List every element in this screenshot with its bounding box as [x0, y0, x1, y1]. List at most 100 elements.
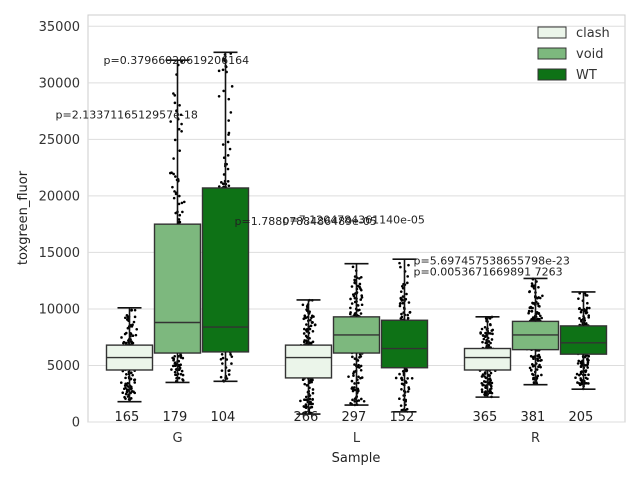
data-point [536, 374, 540, 378]
data-point [356, 309, 360, 312]
data-point [229, 111, 233, 114]
data-point [350, 285, 354, 288]
data-point [579, 377, 582, 380]
data-point [360, 376, 364, 379]
data-point [179, 354, 183, 357]
data-point [400, 315, 404, 319]
data-point [132, 320, 136, 324]
data-point [535, 368, 539, 371]
data-point [479, 331, 482, 334]
data-point [308, 380, 312, 384]
data-point [489, 323, 492, 327]
data-point [301, 378, 305, 381]
data-point [173, 138, 177, 142]
data-point [483, 393, 487, 397]
data-point [532, 373, 535, 377]
data-point [122, 340, 126, 344]
box [284, 344, 333, 379]
data-point [357, 381, 360, 385]
data-point [359, 355, 363, 358]
data-point [579, 310, 583, 314]
data-point [483, 375, 486, 378]
legend-swatch [537, 26, 567, 39]
data-point [481, 383, 485, 387]
data-point [304, 405, 308, 408]
data-point [220, 352, 224, 356]
data-point [530, 284, 534, 288]
p-value-annotations: p=0.37966020619206164 p=2.1337116512957e-… [56, 54, 570, 278]
data-point [219, 375, 223, 379]
data-point [310, 320, 314, 324]
data-point [173, 94, 177, 97]
data-point [400, 285, 404, 288]
p-value-annotation: p=1.7880788486489e-05 [235, 215, 377, 228]
data-point [400, 387, 403, 391]
data-point [169, 120, 172, 123]
data-point [351, 386, 354, 389]
y-axis-label: toxgreen_fluor [16, 170, 31, 265]
data-point [304, 334, 308, 338]
data-point [356, 388, 360, 391]
data-point [303, 339, 306, 342]
data-point [538, 314, 542, 318]
data-point [227, 131, 231, 135]
data-point [488, 317, 492, 320]
data-point [539, 365, 542, 369]
data-point [308, 327, 312, 331]
data-point [353, 386, 356, 389]
data-point [577, 307, 581, 311]
data-point [489, 341, 492, 345]
data-point [305, 308, 308, 311]
data-point [349, 297, 352, 301]
data-point [358, 353, 362, 356]
data-point [399, 265, 402, 269]
data-point [586, 301, 589, 305]
data-point [353, 363, 356, 366]
data-point [173, 190, 176, 193]
data-point [528, 366, 532, 370]
data-point [125, 313, 129, 317]
data-point [302, 332, 306, 335]
data-point [130, 371, 133, 375]
data-point [480, 388, 484, 391]
data-point [358, 366, 361, 369]
data-point [125, 390, 129, 393]
box-elements [105, 51, 608, 415]
data-point [349, 306, 352, 310]
data-point [359, 312, 363, 315]
data-point [359, 298, 363, 301]
data-point [540, 373, 543, 377]
data-point [360, 397, 363, 401]
data-point [357, 399, 361, 402]
data-point [586, 366, 589, 369]
data-point [537, 365, 540, 369]
data-point [353, 400, 357, 403]
data-point [180, 201, 184, 205]
data-point [178, 149, 182, 152]
data-point [529, 305, 533, 309]
data-point [173, 364, 177, 368]
data-point [401, 301, 405, 305]
data-point [488, 380, 492, 384]
data-point [405, 292, 408, 296]
data-point [404, 381, 408, 384]
data-point [532, 376, 535, 380]
data-point [399, 297, 403, 301]
data-point [311, 391, 315, 395]
data-point [172, 172, 175, 176]
count-label: 152 [390, 410, 415, 425]
data-point [359, 368, 363, 372]
data-point [304, 395, 308, 399]
data-point [583, 381, 587, 385]
data-point [124, 376, 127, 380]
data-point [530, 317, 533, 321]
data-point [583, 355, 587, 359]
count-label: 104 [211, 410, 236, 425]
data-point [490, 384, 493, 388]
data-point [537, 311, 541, 315]
data-point [352, 372, 355, 375]
data-point [119, 381, 123, 384]
data-point [357, 375, 360, 379]
data-point [303, 314, 307, 317]
